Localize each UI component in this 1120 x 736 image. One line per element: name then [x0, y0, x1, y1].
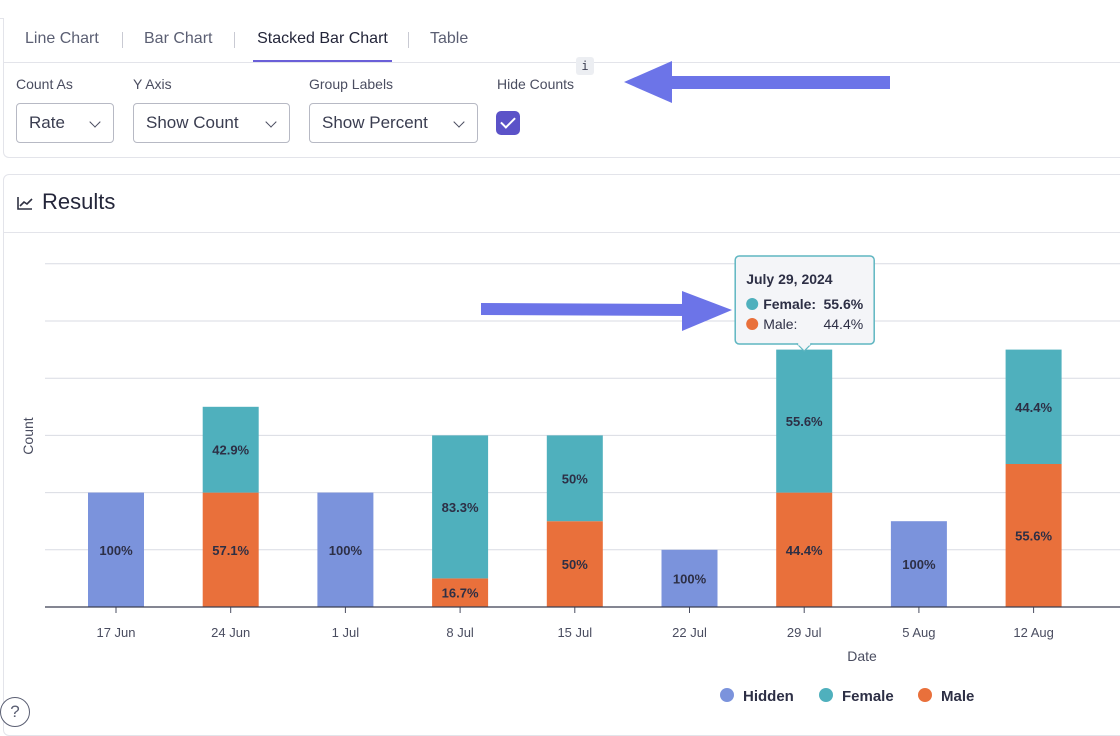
- x-tick-label: 1 Jul: [332, 625, 360, 640]
- bar-hidden: [890, 521, 947, 607]
- help-button[interactable]: ?: [0, 697, 30, 727]
- data-label: 100%: [99, 543, 133, 558]
- tooltip-value-female: 55.6%: [823, 296, 863, 312]
- bar-male: [432, 578, 489, 607]
- data-label: 100%: [329, 543, 363, 558]
- data-label: 42.9%: [212, 443, 249, 458]
- x-tick-label: 12 Aug: [1013, 625, 1054, 640]
- data-label: 57.1%: [212, 543, 249, 558]
- count-as-select[interactable]: Rate: [16, 103, 114, 143]
- tab-line-chart[interactable]: Line Chart: [25, 30, 99, 47]
- data-label: 55.6%: [786, 414, 823, 429]
- bar-female: [202, 406, 259, 493]
- line-chart-icon: [17, 197, 33, 210]
- bar-male: [546, 521, 603, 607]
- x-tick-label: 17 Jun: [96, 625, 135, 640]
- bar-hidden: [88, 492, 144, 607]
- legend-label-female: Female: [842, 688, 894, 705]
- data-label: 50%: [562, 471, 588, 486]
- bar-female: [546, 435, 603, 522]
- tab-separator: [122, 32, 123, 48]
- legend-label-hidden: Hidden: [743, 688, 794, 705]
- chart-type-tabs: Line Chart Bar Chart Stacked Bar Chart T…: [4, 18, 1120, 63]
- chart-options-panel: Line Chart Bar Chart Stacked Bar Chart T…: [3, 18, 1120, 158]
- y-axis-label: Y Axis: [133, 76, 172, 92]
- tooltip-label-male: Male:: [763, 316, 797, 332]
- tooltip-pointer-mask: [798, 342, 811, 346]
- x-tick-label: 29 Jul: [787, 625, 822, 640]
- hide-counts-label: Hide Counts: [497, 76, 575, 92]
- group-labels-label: Group Labels: [309, 76, 394, 92]
- x-tick-label: 22 Jul: [672, 625, 707, 640]
- group-labels-value: Show Percent: [322, 113, 428, 132]
- results-title: Results: [42, 189, 116, 214]
- y-axis-select[interactable]: Show Count: [133, 103, 290, 143]
- tooltip-marker-male: [746, 318, 759, 330]
- tab-separator: [234, 32, 235, 48]
- bar-male: [202, 492, 259, 607]
- group-labels-select[interactable]: Show Percent: [309, 103, 478, 143]
- data-label: 50%: [562, 557, 588, 572]
- tab-bar-chart[interactable]: Bar Chart: [144, 30, 213, 47]
- y-axis-value: Show Count: [146, 113, 239, 132]
- data-label: 100%: [673, 571, 707, 586]
- bar-female: [776, 349, 833, 493]
- data-label: 16.7%: [442, 586, 479, 601]
- bar-female: [1005, 349, 1062, 464]
- tooltip-title: July 29, 2024: [746, 271, 833, 287]
- x-tick-label: 5 Aug: [902, 625, 935, 640]
- info-icon[interactable]: i: [576, 57, 594, 75]
- bar-hidden: [661, 549, 718, 607]
- data-label: 44.4%: [1015, 400, 1052, 415]
- hide-counts-checkbox[interactable]: [496, 111, 520, 135]
- data-label: 55.6%: [1015, 529, 1052, 544]
- tab-separator: [408, 32, 409, 48]
- bar-male: [776, 492, 833, 607]
- legend-marker-male: [918, 688, 932, 702]
- legend-label-male: Male: [941, 688, 974, 705]
- x-axis-label: Date: [847, 648, 877, 664]
- legend-marker-hidden: [720, 688, 734, 702]
- data-label: 83.3%: [442, 500, 479, 515]
- bar-male: [1005, 464, 1062, 607]
- tooltip-value-male: 44.4%: [823, 316, 863, 332]
- data-label: 44.4%: [786, 543, 823, 558]
- x-tick-label: 8 Jul: [446, 625, 474, 640]
- data-label: 100%: [902, 557, 936, 572]
- bar-hidden: [317, 492, 374, 607]
- legend-marker-female: [819, 688, 833, 702]
- tooltip-marker-female: [746, 298, 759, 310]
- count-as-label: Count As: [16, 76, 73, 92]
- count-as-value: Rate: [29, 113, 65, 132]
- x-tick-label: 15 Jul: [557, 625, 592, 640]
- x-tick-label: 24 Jun: [211, 625, 250, 640]
- tab-stacked-bar-chart[interactable]: Stacked Bar Chart: [253, 18, 392, 62]
- results-header: Results: [4, 175, 1120, 233]
- tooltip-label-female: Female:: [763, 296, 816, 312]
- bar-female: [432, 435, 489, 579]
- y-axis-label: Count: [20, 417, 36, 454]
- tab-table[interactable]: Table: [430, 30, 469, 47]
